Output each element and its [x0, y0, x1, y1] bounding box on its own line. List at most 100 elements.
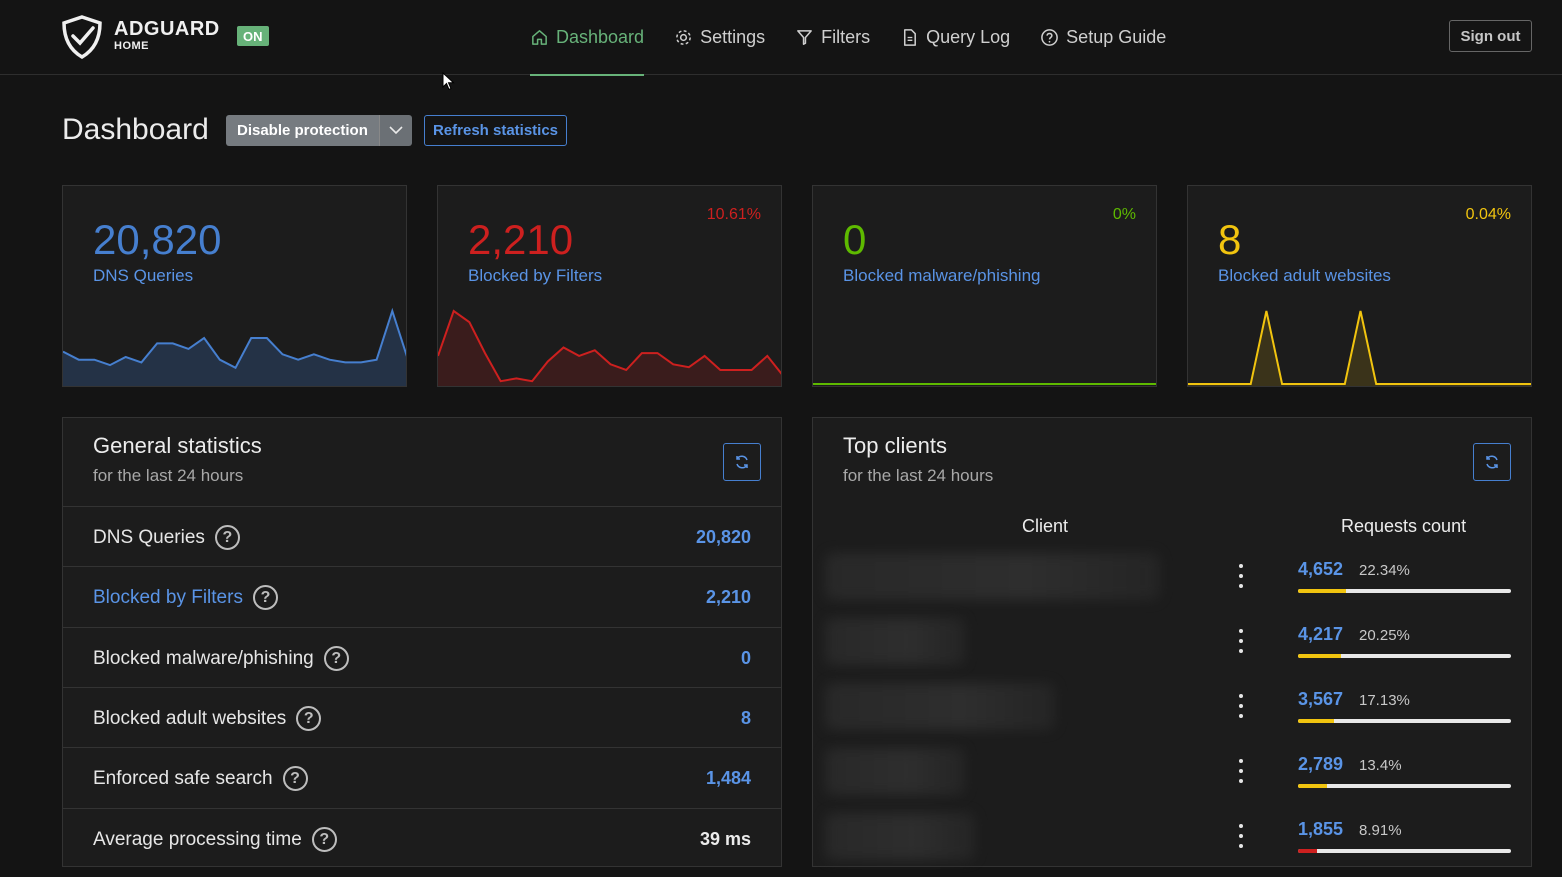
- sparkline-area: [1188, 311, 1531, 386]
- top-clients-refresh-button[interactable]: [1473, 443, 1511, 481]
- general-refresh-button[interactable]: [723, 443, 761, 481]
- nav-query-log[interactable]: Query Log: [900, 0, 1010, 75]
- panel-subtitle: for the last 24 hours: [93, 466, 244, 485]
- help-icon[interactable]: ?: [252, 585, 278, 610]
- request-progress-bar: [1298, 784, 1511, 788]
- request-count[interactable]: 2,789: [1298, 754, 1344, 774]
- help-icon[interactable]: ?: [214, 525, 240, 550]
- disable-protection-button[interactable]: Disable protection: [226, 115, 379, 146]
- nav-dashboard[interactable]: Dashboard: [530, 0, 645, 76]
- request-progress-bar: [1298, 654, 1511, 658]
- client-name-redacted[interactable]: [825, 748, 965, 795]
- client-name-redacted[interactable]: [825, 683, 1055, 730]
- nav-settings-label: Settings: [700, 27, 766, 47]
- column-header-client[interactable]: Client: [1022, 516, 1069, 536]
- nav-dashboard-label: Dashboard: [556, 27, 645, 47]
- stat-label: Enforced safe search: [93, 767, 273, 789]
- sign-out-button[interactable]: Sign out: [1449, 20, 1532, 52]
- request-percent: 8.91%: [1359, 822, 1402, 839]
- progress-fill: [1298, 719, 1335, 723]
- document-icon: [904, 29, 917, 46]
- card-blocked-malware: 0 Blocked malware/phishing 0%: [812, 185, 1157, 387]
- stat-label: Blocked adult websites: [93, 707, 287, 729]
- client-row[interactable]: 4,217 20.25%: [825, 618, 1531, 683]
- card-percent: 0.04%: [1465, 206, 1511, 223]
- disable-protection-dropdown-toggle[interactable]: [378, 115, 412, 146]
- chevron-down-icon: [389, 126, 403, 135]
- request-progress-bar: [1298, 849, 1511, 853]
- more-options-icon[interactable]: [1236, 821, 1246, 851]
- home-icon: [532, 30, 547, 45]
- stat-row-safe-search: Enforced safe search? 1,484: [63, 747, 781, 808]
- card-value: 2,210: [468, 216, 574, 263]
- client-row[interactable]: 4,652 22.34%: [825, 553, 1531, 618]
- progress-fill: [1298, 784, 1327, 788]
- refresh-statistics-button[interactable]: Refresh statistics: [424, 115, 567, 146]
- request-percent: 13.4%: [1359, 757, 1402, 774]
- disable-protection-split-button: Disable protection: [226, 115, 412, 146]
- client-row[interactable]: 2,789 13.4%: [825, 748, 1531, 813]
- nav-setup-guide[interactable]: Setup Guide: [1040, 0, 1166, 75]
- panel-title: General statistics: [93, 433, 262, 458]
- blocked-malware-sparkline: [813, 383, 1156, 386]
- brand-name: ADGUARD: [114, 18, 220, 40]
- request-percent: 17.13%: [1359, 692, 1410, 709]
- help-icon[interactable]: ?: [282, 766, 308, 791]
- progress-fill: [1298, 589, 1346, 593]
- dns-queries-sparkline: [63, 307, 406, 386]
- stat-value: 39 ms: [699, 829, 751, 849]
- nav-query-log-label: Query Log: [926, 27, 1011, 47]
- more-options-icon[interactable]: [1236, 626, 1246, 656]
- general-statistics-panel: General statistics for the last 24 hours…: [62, 417, 782, 867]
- sparkline-line: [438, 309, 781, 383]
- request-count[interactable]: 4,217: [1298, 624, 1344, 644]
- progress-fill: [1298, 849, 1317, 853]
- more-options-icon[interactable]: [1236, 691, 1246, 721]
- card-dns-queries: 20,820 DNS Queries: [62, 185, 407, 387]
- request-count[interactable]: 3,567: [1298, 689, 1344, 709]
- more-options-icon[interactable]: [1236, 756, 1246, 786]
- client-row[interactable]: 1,855 8.91%: [825, 813, 1531, 877]
- panel-title: Top clients: [843, 433, 947, 458]
- sparkline-area: [438, 311, 781, 386]
- card-label: Blocked by Filters: [468, 266, 603, 285]
- mouse-cursor-icon: [442, 72, 455, 91]
- request-percent: 20.25%: [1359, 627, 1410, 644]
- sparkline-line: [1188, 310, 1531, 385]
- stat-value: 0: [740, 648, 751, 668]
- help-icon[interactable]: ?: [296, 706, 322, 731]
- client-name-redacted[interactable]: [825, 813, 975, 860]
- client-row[interactable]: 3,567 17.13%: [825, 683, 1531, 748]
- request-count[interactable]: 1,855: [1298, 819, 1344, 839]
- card-value: 0: [843, 216, 867, 263]
- top-navbar: ADGUARD HOME ON Dashboard Settings Filte…: [0, 0, 1562, 76]
- card-value: 8: [1218, 216, 1242, 263]
- card-value: 20,820: [93, 216, 222, 263]
- stat-value: 20,820: [695, 527, 751, 547]
- blocked-filters-sparkline: [438, 309, 781, 386]
- stat-label-link[interactable]: Blocked by Filters: [93, 586, 243, 608]
- filter-icon: [797, 30, 813, 45]
- client-name-redacted[interactable]: [825, 553, 1160, 600]
- stat-label: Blocked malware/phishing: [93, 647, 314, 669]
- more-options-icon[interactable]: [1236, 561, 1246, 591]
- blocked-adult-sparkline: [1188, 310, 1531, 386]
- stat-value: 1,484: [705, 768, 751, 788]
- column-header-requests[interactable]: Requests count: [1341, 516, 1467, 536]
- sparkline-area: [63, 311, 406, 386]
- nav-setup-guide-label: Setup Guide: [1066, 27, 1167, 47]
- card-percent: 10.61%: [706, 206, 761, 223]
- adguard-logo[interactable]: ADGUARD HOME: [60, 15, 220, 59]
- client-name-redacted[interactable]: [825, 618, 965, 665]
- main-nav: Dashboard Settings Filters Query Log Set…: [530, 0, 1196, 76]
- card-percent: 0%: [1112, 206, 1136, 223]
- card-label: DNS Queries: [93, 266, 194, 285]
- request-progress-bar: [1298, 719, 1511, 723]
- card-label: Blocked malware/phishing: [843, 266, 1041, 285]
- stat-row-blocked-malware: Blocked malware/phishing? 0: [63, 627, 781, 688]
- nav-settings[interactable]: Settings: [674, 0, 765, 75]
- nav-filters[interactable]: Filters: [795, 0, 870, 75]
- help-icon[interactable]: ?: [323, 646, 349, 671]
- help-icon[interactable]: ?: [311, 827, 337, 852]
- request-count[interactable]: 4,652: [1298, 559, 1344, 579]
